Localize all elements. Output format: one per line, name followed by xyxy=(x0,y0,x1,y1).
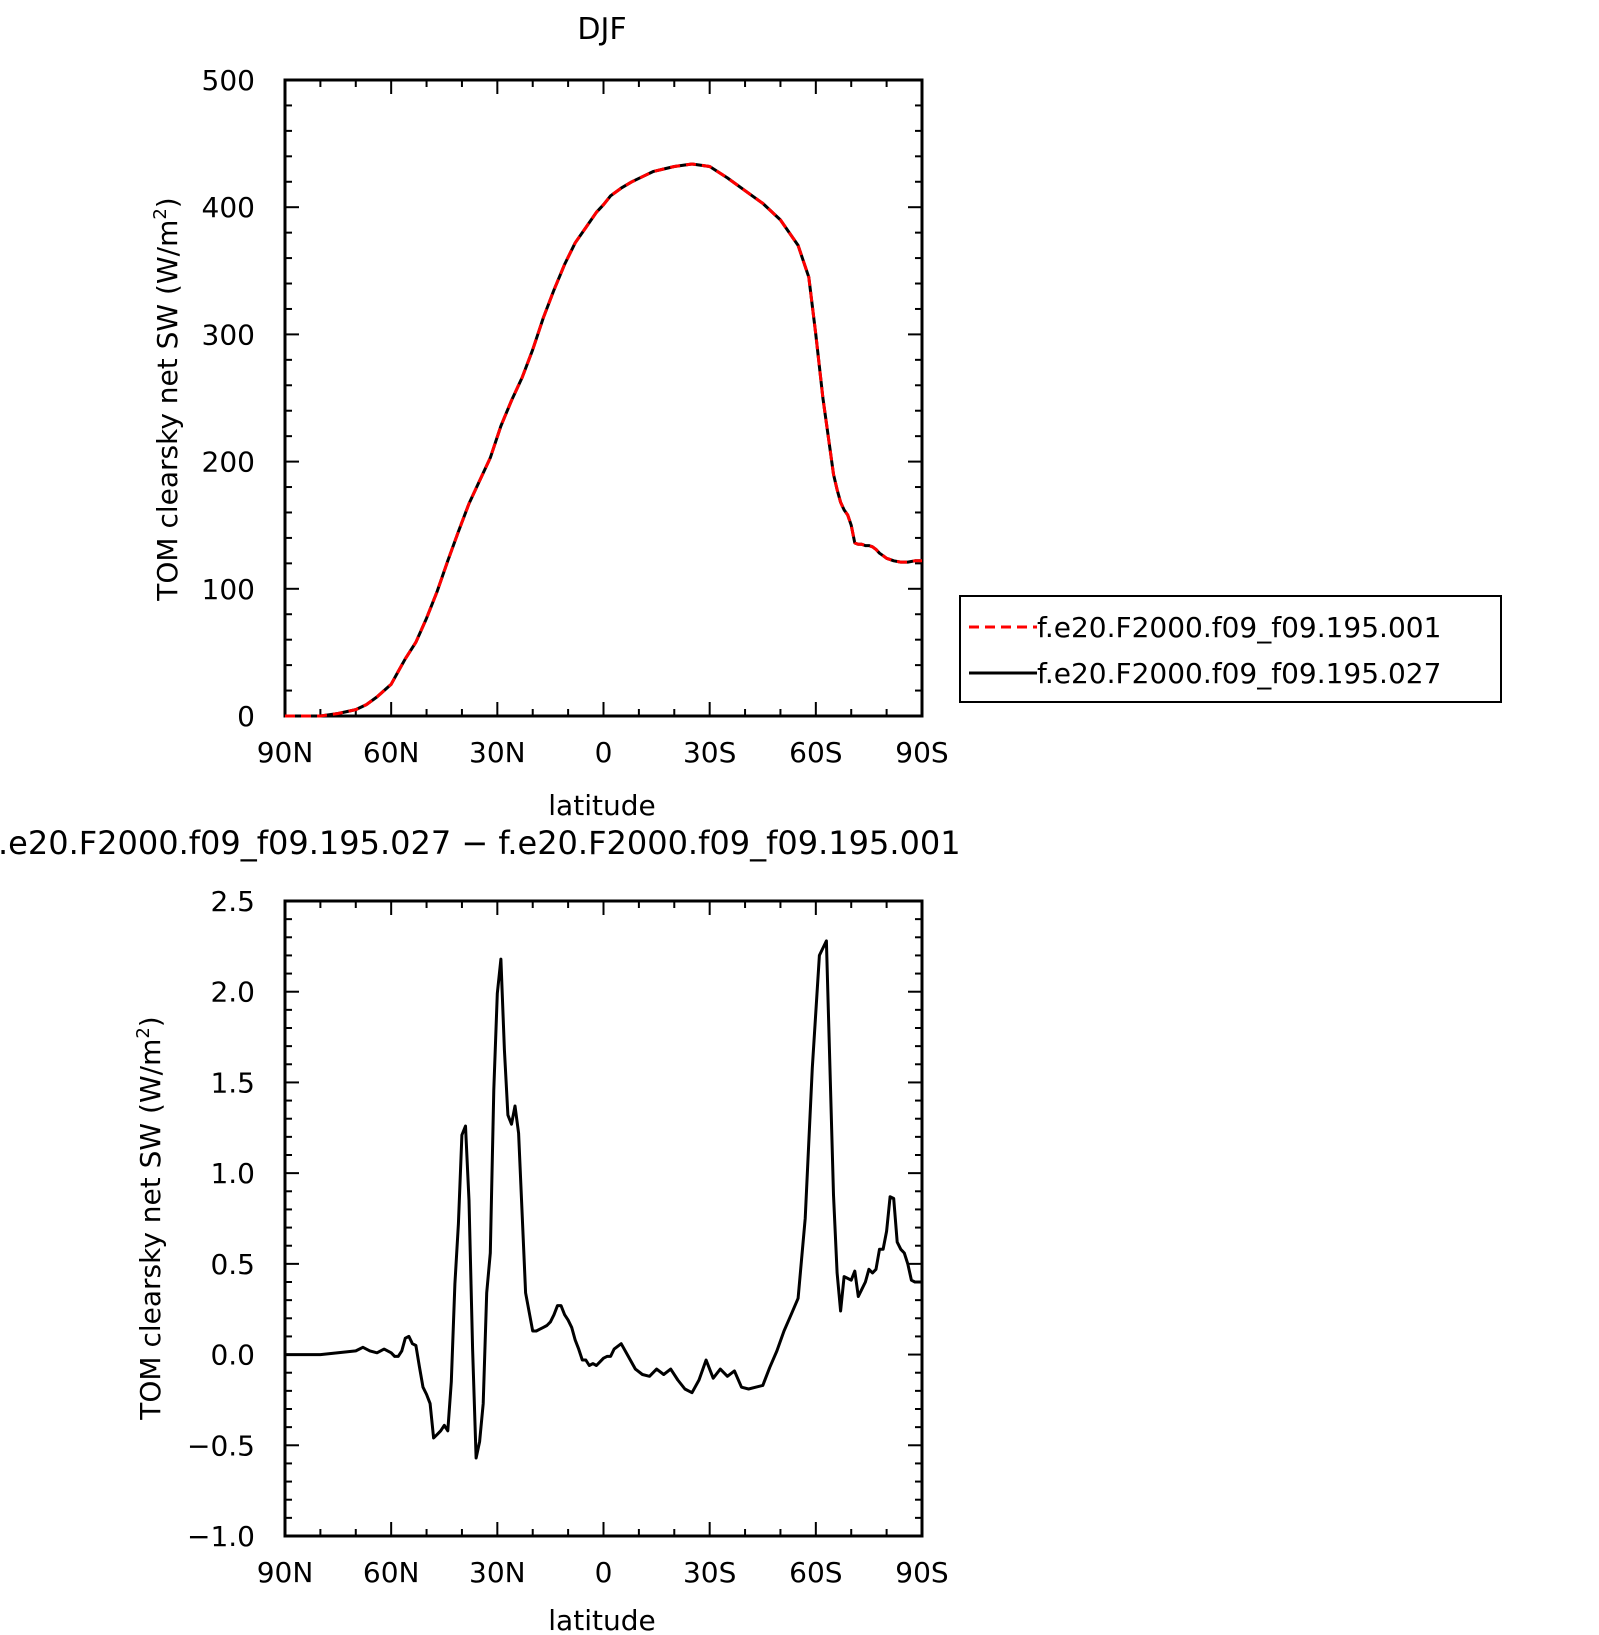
y-tick-label-1-1: −0.5 xyxy=(187,1429,255,1462)
x-tick-label-0-5: 60S xyxy=(789,736,842,769)
plot-frame-0 xyxy=(283,78,924,718)
x-tick-label-1-1: 60N xyxy=(363,1556,420,1589)
x-tick-label-1-2: 30N xyxy=(469,1556,526,1589)
y-tick-label-0-5: 500 xyxy=(202,64,255,97)
top-chart-title: DJF xyxy=(577,12,626,47)
x-tick-label-1-5: 60S xyxy=(789,1556,842,1589)
bottom-y-axis-label: TOM clearsky net SW (W/m2) xyxy=(133,1016,167,1420)
x-tick-label-0-1: 60N xyxy=(363,736,420,769)
top-plot-area: 90N 60N 30N 0 30S 60S 90S 0 100 200 300 400 500 xyxy=(202,64,949,769)
legend-item-027: f.e20.F2000.f09_f09.195.027 xyxy=(969,657,1441,690)
series-line-0-0 xyxy=(285,162,922,718)
x-tick-label-0-4: 30S xyxy=(683,736,736,769)
y-tick-label-0-2: 200 xyxy=(202,446,255,479)
bottom-panel: .e20.F2000.f09_f09.195.027 − f.e20.F2000… xyxy=(0,824,961,1635)
x-tick-label-0-0: 90N xyxy=(257,736,314,769)
x-tick-label-0-2: 30N xyxy=(469,736,526,769)
legend: f.e20.F2000.f09_f09.195.001 f.e20.F2000.… xyxy=(959,595,1502,703)
y-tick-label-1-4: 1.0 xyxy=(210,1157,255,1190)
y-tick-label-0-3: 300 xyxy=(202,318,255,351)
y-tick-label-1-6: 2.0 xyxy=(210,976,255,1009)
y-tick-label-1-3: 0.5 xyxy=(210,1248,255,1281)
series-line-1-0 xyxy=(285,939,922,1460)
y-tick-label-1-5: 1.5 xyxy=(210,1066,255,1099)
legend-label-001: f.e20.F2000.f09_f09.195.001 xyxy=(1037,611,1441,644)
y-tick-label-1-2: 0.0 xyxy=(210,1339,255,1372)
top-x-axis-label: latitude xyxy=(548,789,655,822)
y-tick-label-0-0: 0 xyxy=(237,700,255,733)
y-tick-label-1-7: 2.5 xyxy=(210,885,255,918)
legend-box xyxy=(959,595,1502,703)
x-tick-label-1-6: 90S xyxy=(895,1556,948,1589)
bottom-x-axis-label: latitude xyxy=(548,1604,655,1635)
bottom-plot-area: 90N 60N 30N 0 30S 60S 90S −1.0 −0.5 0.0 0.5 1.0 1.5 2… xyxy=(187,885,949,1589)
y-tick-label-0-4: 400 xyxy=(202,191,255,224)
x-tick-label-1-3: 0 xyxy=(595,1556,613,1589)
bottom-chart-title: .e20.F2000.f09_f09.195.027 − f.e20.F2000… xyxy=(0,824,961,862)
y-tick-label-1-0: −1.0 xyxy=(187,1520,255,1553)
x-tick-label-1-4: 30S xyxy=(683,1556,736,1589)
top-y-axis-label: TOM clearsky net SW (W/m2) xyxy=(150,197,184,601)
y-tick-label-0-1: 100 xyxy=(202,573,255,606)
x-tick-label-0-6: 90S xyxy=(895,736,948,769)
legend-item-001: f.e20.F2000.f09_f09.195.001 xyxy=(969,611,1441,644)
x-tick-label-0-3: 0 xyxy=(595,736,613,769)
series-line-0-1 xyxy=(285,162,922,718)
top-panel: DJF 90N 60N 30N 0 30S 60S 90S0100200300400500 … xyxy=(150,12,949,822)
legend-label-027: f.e20.F2000.f09_f09.195.027 xyxy=(1037,657,1441,690)
x-tick-label-1-0: 90N xyxy=(257,1556,314,1589)
